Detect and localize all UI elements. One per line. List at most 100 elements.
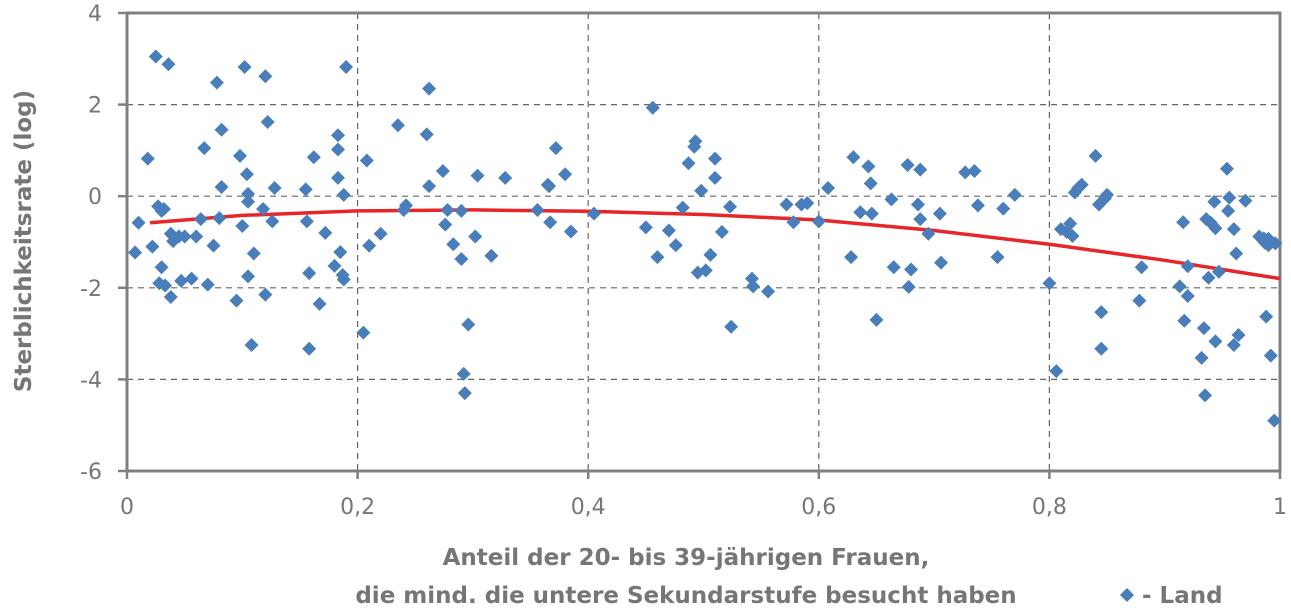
data-point: [229, 293, 244, 308]
data-point: [399, 198, 414, 213]
data-point: [339, 60, 354, 75]
data-point: [1180, 289, 1195, 304]
data-point: [163, 289, 178, 304]
data-point: [333, 245, 348, 260]
y-tick-labels: -6 -4 -2 0 2 4: [80, 2, 102, 485]
data-point: [779, 197, 794, 212]
y-tick-label: -2: [80, 277, 102, 302]
y-tick-label: -4: [80, 368, 102, 393]
data-point: [811, 214, 826, 229]
data-point: [698, 263, 713, 278]
data-point: [446, 237, 461, 252]
data-point: [543, 215, 558, 230]
data-point: [1267, 413, 1282, 428]
data-point: [724, 319, 739, 334]
data-point: [362, 238, 377, 253]
y-tick-label: 0: [88, 185, 102, 210]
data-point: [761, 284, 776, 299]
legend: - Land: [1120, 583, 1223, 609]
data-point: [853, 205, 868, 220]
data-point: [241, 186, 256, 201]
data-point: [1094, 341, 1109, 356]
data-point: [904, 262, 919, 277]
axis-ticks: [118, 11, 1282, 479]
plot-frame: [125, 11, 1282, 473]
data-point: [258, 287, 273, 302]
data-point: [1207, 194, 1222, 209]
data-point: [694, 183, 709, 198]
data-point: [530, 202, 545, 217]
data-point: [967, 164, 982, 179]
data-point: [1219, 161, 1234, 176]
data-point: [910, 197, 925, 212]
data-point: [1198, 388, 1213, 403]
data-point: [934, 255, 949, 270]
data-point: [703, 247, 718, 262]
data-point: [419, 127, 434, 142]
data-point: [1222, 190, 1237, 205]
data-point: [356, 325, 371, 340]
data-point: [861, 159, 876, 174]
data-point: [468, 229, 483, 244]
data-point: [1063, 216, 1078, 231]
data-point: [267, 180, 282, 195]
data-point: [265, 214, 280, 229]
data-point: [558, 167, 573, 182]
data-point: [158, 278, 173, 293]
data-point: [239, 167, 254, 182]
data-point: [821, 180, 836, 195]
data-point: [1094, 305, 1109, 320]
data-point: [330, 142, 345, 157]
data-point: [484, 248, 499, 263]
data-point: [1049, 364, 1064, 379]
data-point: [197, 141, 212, 156]
data-point: [390, 118, 405, 133]
data-point: [1268, 236, 1283, 251]
data-point: [298, 182, 313, 197]
data-point: [708, 151, 723, 166]
data-point: [900, 158, 915, 173]
data-point: [177, 229, 192, 244]
data-point: [302, 266, 317, 281]
data-point: [154, 260, 169, 275]
data-point: [140, 151, 155, 166]
data-point: [422, 179, 437, 194]
data-point: [1201, 270, 1216, 285]
data-point: [1172, 279, 1187, 294]
data-point: [786, 215, 801, 230]
data-point: [438, 217, 453, 232]
data-point: [312, 296, 327, 311]
data-point: [148, 49, 163, 64]
data-points: [128, 49, 1283, 428]
data-point: [299, 214, 314, 229]
data-point: [145, 239, 160, 254]
data-point: [1134, 260, 1149, 275]
data-point: [457, 386, 472, 401]
y-axis-title: Sterblichkeitsrate (log): [11, 90, 37, 392]
data-point: [244, 338, 259, 353]
x-tick-label: 0,8: [1032, 495, 1067, 520]
data-point: [435, 164, 450, 179]
data-point: [1208, 334, 1223, 349]
data-point: [241, 194, 256, 209]
data-point: [708, 170, 723, 185]
grid-lines: [127, 13, 1280, 471]
x-tick-label: 0,2: [340, 495, 375, 520]
data-point: [921, 226, 936, 241]
data-point: [650, 250, 665, 265]
data-point: [306, 150, 321, 165]
x-tick-labels: 0 0,2 0,4 0,6 0,8 1: [120, 495, 1287, 520]
data-point: [1196, 321, 1211, 336]
data-point: [330, 128, 345, 143]
data-point: [746, 279, 761, 294]
data-point: [193, 212, 208, 227]
data-point: [214, 180, 229, 195]
y-tick-label: 4: [88, 2, 102, 27]
trend-line: [149, 208, 1281, 281]
data-point: [970, 198, 985, 213]
data-point: [1221, 203, 1236, 218]
x-tick-label: 1: [1273, 495, 1287, 520]
data-point: [884, 192, 899, 207]
data-point: [359, 153, 374, 168]
data-point: [1132, 293, 1147, 308]
